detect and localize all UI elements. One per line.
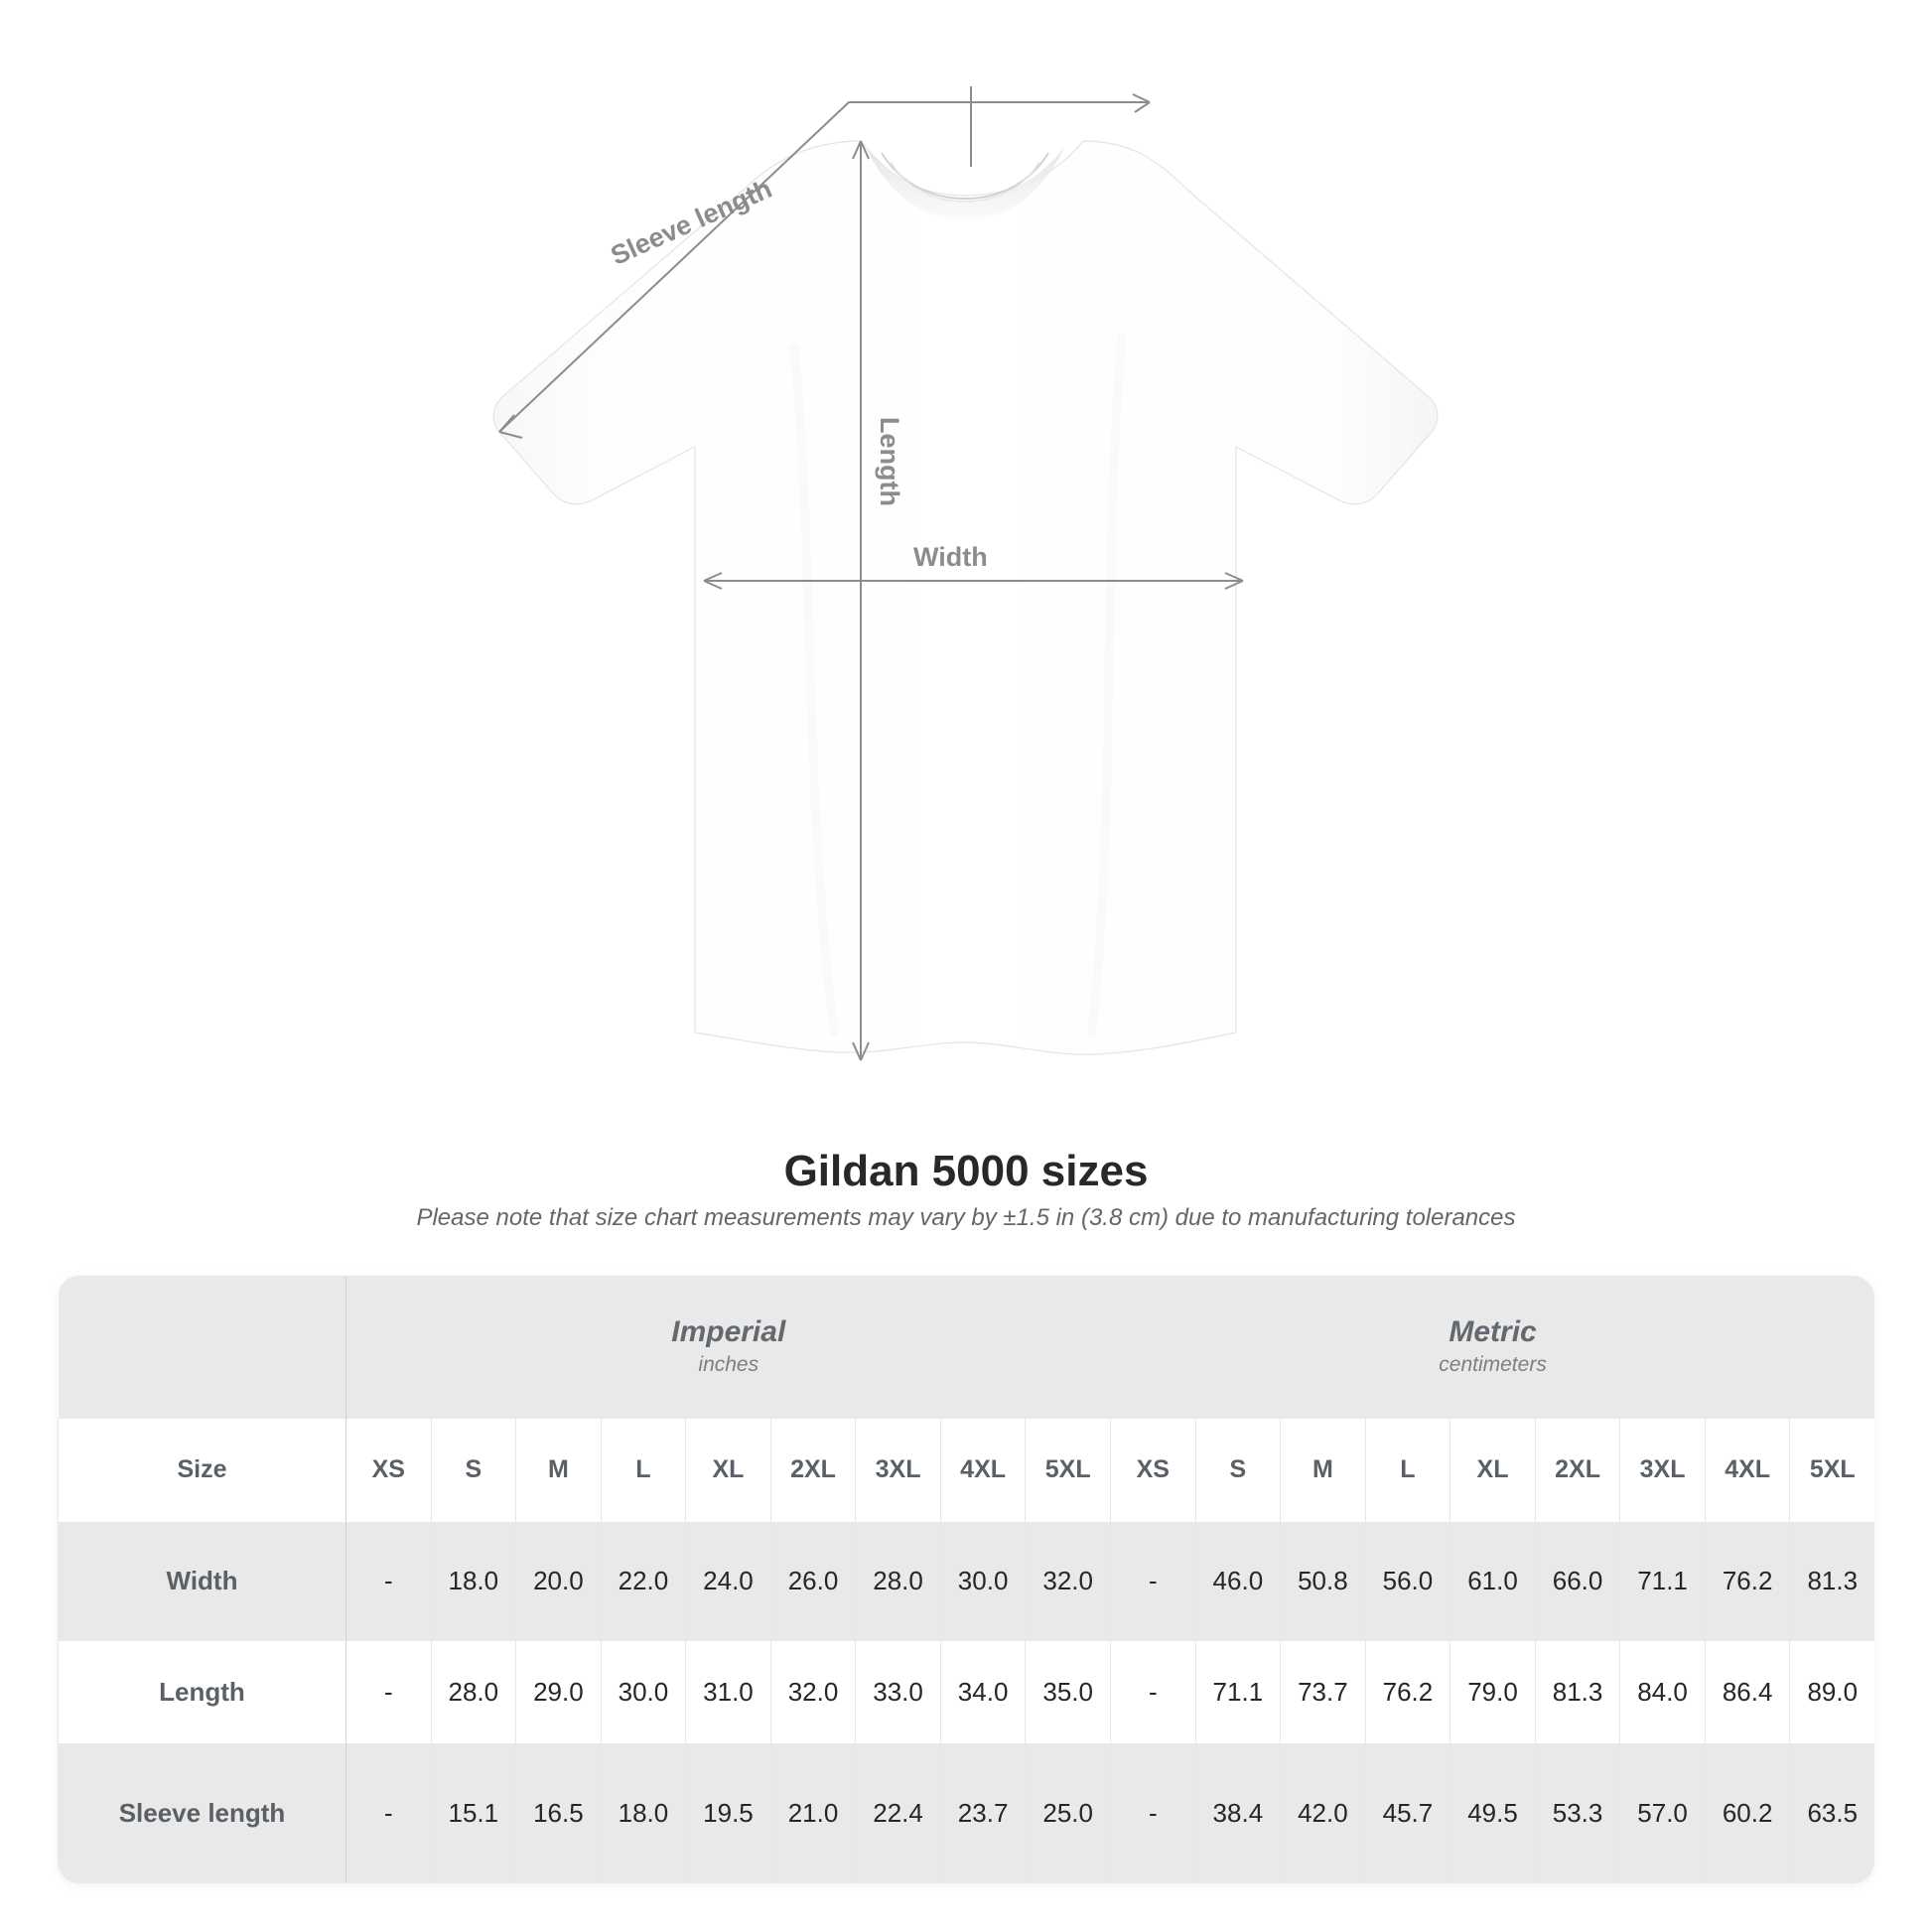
- svg-text:Width: Width: [913, 542, 988, 572]
- svg-text:Length: Length: [875, 417, 904, 506]
